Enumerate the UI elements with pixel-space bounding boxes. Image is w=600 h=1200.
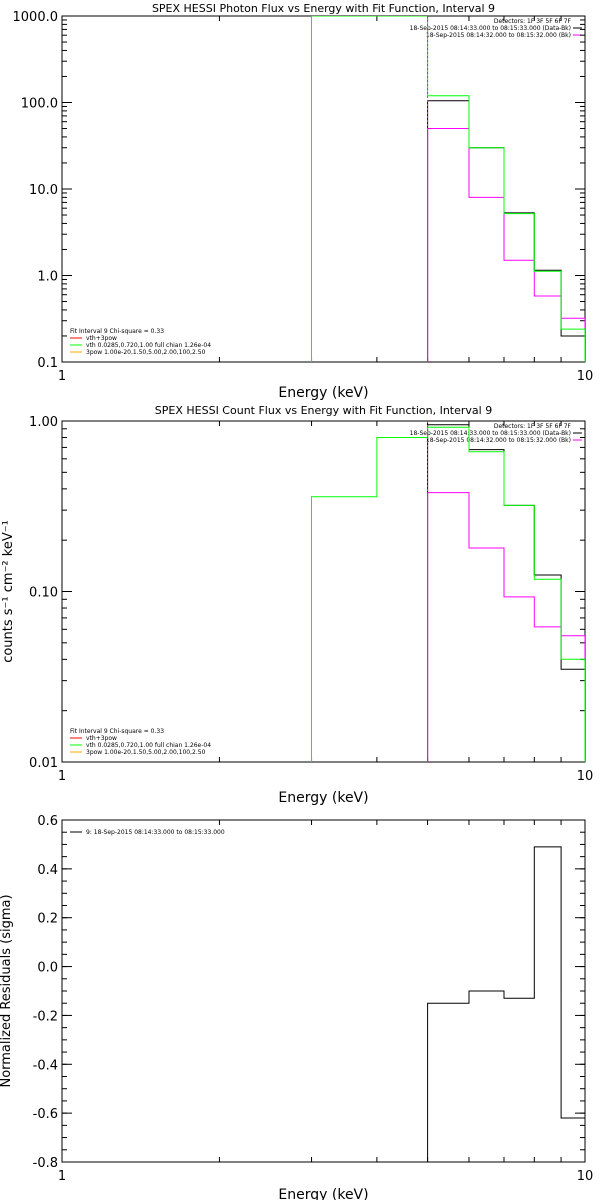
y-tick-label: 0.01 [29,756,58,771]
legend-text: vth 0.0285,0.720,1.00 full chian 1.26e-0… [86,342,211,349]
y-tick-label: -0.6 [33,1107,58,1122]
x-tick-label: 10 [577,369,594,384]
chart-panel-1: SPEX HESSI Photon Flux vs Energy with Fi… [13,2,594,401]
x-tick-label: 10 [577,1169,594,1184]
plot-frame [61,15,586,363]
x-axis-label: Energy (keV) [278,790,368,806]
series-2-line [427,492,585,762]
series-3-line [311,426,585,762]
header-line: 18-Sep-2015 08:14:33.000 to 08:15:33.000… [410,25,571,32]
series-1-line [427,846,585,1162]
chart-panel-3: 1 10 -0.8 -0.6 -0.4 -0.2 0.0 0.2 0.4 0.6 Energy (k… [0,814,593,1200]
chart-panel-2: SPEX HESSI Count Flux vs Energy with Fit… [1,404,593,806]
x-axis-label: Energy (keV) [278,385,368,401]
y-tick-label: 1000.0 [13,10,59,25]
series-group [311,421,585,762]
y-tick-label: 1.00 [29,415,58,430]
series-3-line [311,16,585,362]
y-tick-label: -0.8 [33,1156,58,1171]
series-group [427,846,585,1162]
y-axis-label: Normalized Residuals (sigma) [0,894,14,1087]
y-axis-label: counts s⁻¹ cm⁻² keV⁻¹ [1,520,16,663]
header-line: 18-Sep-2015 08:14:32.000 to 08:15:32.000… [426,437,571,444]
y-tick-label: 0.2 [37,912,58,927]
legend-text: 3pow 1.00e-20,1.50,5.00,2.00,100,2.50 [86,749,206,756]
y-tick-label: -0.4 [33,1058,58,1073]
legend-text: vth+3pow [86,735,117,742]
x-tick-label: 1 [58,1169,66,1184]
series-group [311,16,585,362]
y-tick-label: 100.0 [21,97,58,112]
x-tick-label: 1 [58,769,66,784]
header-line: Detectors: 1F 3F 5F 6F 7F [494,18,572,25]
legend-text: 3pow 1.00e-20,1.50,5.00,2.00,100,2.50 [86,349,206,356]
header-line: 18-Sep-2015 08:14:32.000 to 08:15:32.000… [426,32,571,39]
plot-frame [61,819,586,1163]
y-tick-label: 1.0 [37,270,58,285]
y-tick-label: 0.0 [37,961,58,976]
y-tick-label: 0.1 [37,356,58,371]
legend-text: vth+3pow [86,335,117,342]
plot-frame [61,420,586,763]
x-tick-label: 1 [58,369,66,384]
y-tick-label: 10.0 [29,183,58,198]
header-line: Detectors: 1F 3F 5F 6F 7F [494,423,572,430]
chart-title: SPEX HESSI Count Flux vs Energy with Fit… [155,404,492,417]
x-tick-label: 10 [577,769,594,784]
y-tick-label: -0.2 [33,1009,58,1024]
y-tick-label: 0.10 [29,586,58,601]
y-tick-label: 0.6 [37,814,58,829]
header-line: 18-Sep-2015 08:14:33.000 to 08:15:33.000… [410,430,571,437]
y-tick-label: 0.4 [37,863,58,878]
legend-text: Fit Interval 9 Chi-square = 0.33 [70,728,164,735]
legend-text: 9: 18-Sep-2015 08:14:33.000 to 08:15:33.… [86,829,225,836]
legend-text: vth 0.0285,0.720,1.00 full chian 1.26e-0… [86,742,211,749]
x-axis-label: Energy (keV) [278,1187,368,1200]
series-2-line [427,128,585,362]
series-1-line [427,100,585,362]
legend-text: Fit Interval 9 Chi-square = 0.33 [70,328,164,335]
chart-title: SPEX HESSI Photon Flux vs Energy with Fi… [152,2,495,15]
